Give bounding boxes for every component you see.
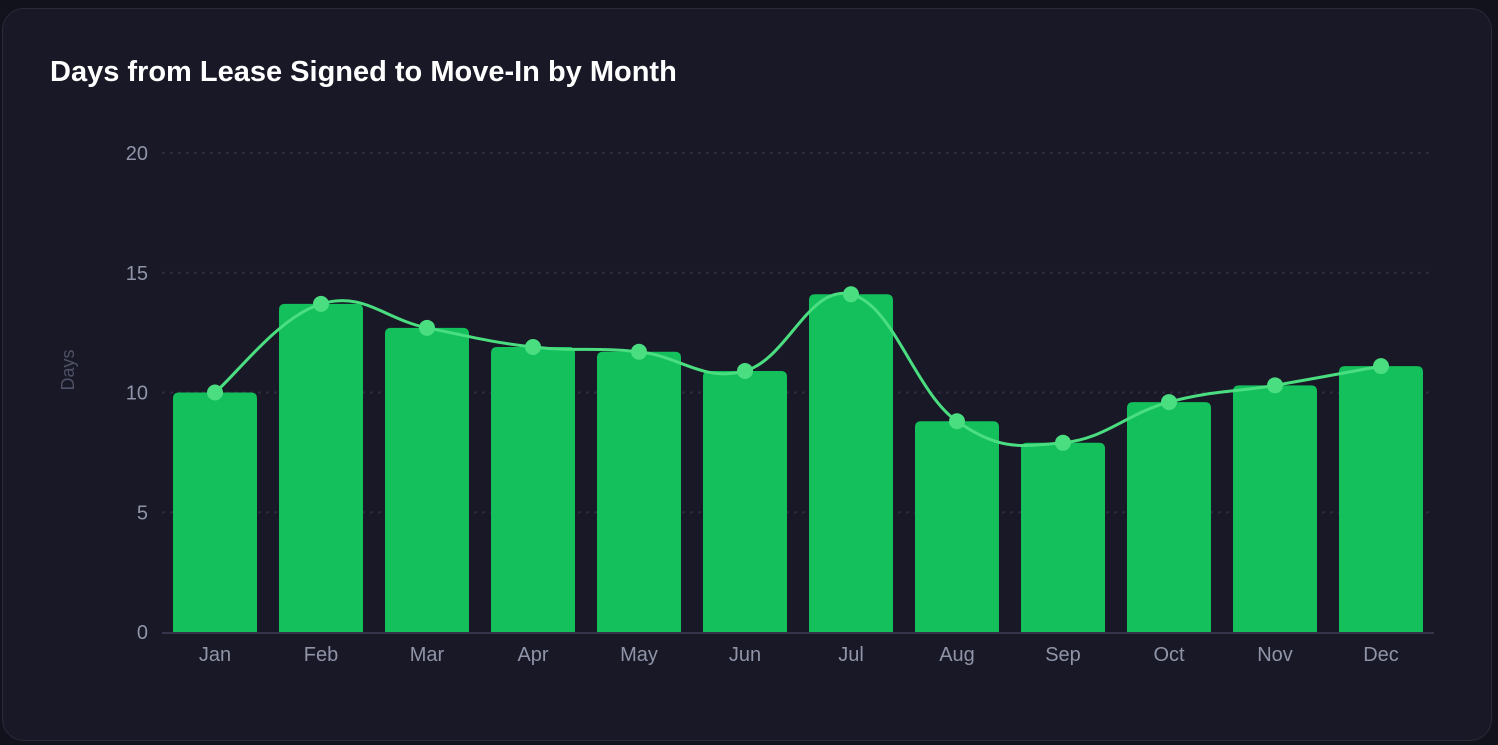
y-tick-label: 15 bbox=[126, 263, 148, 285]
bar-nov[interactable] bbox=[1233, 385, 1317, 632]
bar-apr[interactable] bbox=[491, 346, 575, 632]
bar-jul[interactable] bbox=[809, 294, 893, 632]
bar-aug[interactable] bbox=[915, 421, 999, 632]
x-tick-label: Jul bbox=[838, 644, 864, 666]
y-axis-ticks: 0 5 10 15 20 bbox=[126, 143, 148, 644]
point-mar[interactable] bbox=[419, 319, 435, 336]
point-jun[interactable] bbox=[737, 362, 753, 379]
point-aug[interactable] bbox=[949, 413, 965, 430]
y-tick-label: 5 bbox=[137, 502, 148, 524]
point-feb[interactable] bbox=[313, 295, 329, 312]
gridlines bbox=[162, 152, 1434, 634]
x-tick-label: Feb bbox=[304, 644, 338, 666]
x-tick-label: Oct bbox=[1153, 644, 1185, 666]
y-axis-label: Days bbox=[58, 349, 78, 390]
point-jan[interactable] bbox=[207, 384, 223, 401]
chart-title: Days from Lease Signed to Move-In by Mon… bbox=[50, 56, 677, 88]
x-tick-label: Jan bbox=[199, 644, 231, 666]
x-tick-label: Jun bbox=[729, 644, 761, 666]
x-tick-label: Aug bbox=[939, 644, 975, 666]
x-tick-label: Sep bbox=[1045, 644, 1081, 666]
point-nov[interactable] bbox=[1267, 377, 1283, 394]
bar-jun[interactable] bbox=[703, 370, 787, 632]
trend-line bbox=[207, 286, 1389, 451]
y-tick-label: 10 bbox=[126, 383, 148, 405]
point-jul[interactable] bbox=[843, 286, 859, 303]
x-tick-label: Apr bbox=[517, 644, 548, 666]
bar-jan[interactable] bbox=[173, 392, 257, 633]
bar-sep[interactable] bbox=[1021, 442, 1105, 632]
bar-oct[interactable] bbox=[1127, 402, 1211, 632]
point-may[interactable] bbox=[631, 343, 647, 360]
x-tick-label: May bbox=[620, 644, 658, 666]
x-tick-label: Nov bbox=[1257, 644, 1293, 666]
bar-may[interactable] bbox=[597, 351, 681, 632]
x-axis-ticks: Jan Feb Mar Apr May Jun Jul Aug Sep Oct Nov Dec bbox=[199, 644, 1399, 666]
x-tick-label: Mar bbox=[410, 644, 445, 666]
point-sep[interactable] bbox=[1055, 434, 1071, 451]
bar-feb[interactable] bbox=[279, 303, 363, 632]
point-oct[interactable] bbox=[1161, 394, 1177, 411]
bars bbox=[173, 294, 1423, 632]
y-tick-label: 0 bbox=[137, 622, 148, 644]
bar-mar[interactable] bbox=[385, 327, 469, 632]
point-apr[interactable] bbox=[525, 338, 541, 355]
bar-dec[interactable] bbox=[1339, 366, 1423, 632]
point-dec[interactable] bbox=[1373, 358, 1389, 375]
y-tick-label: 20 bbox=[126, 143, 148, 165]
x-tick-label: Dec bbox=[1363, 644, 1399, 666]
